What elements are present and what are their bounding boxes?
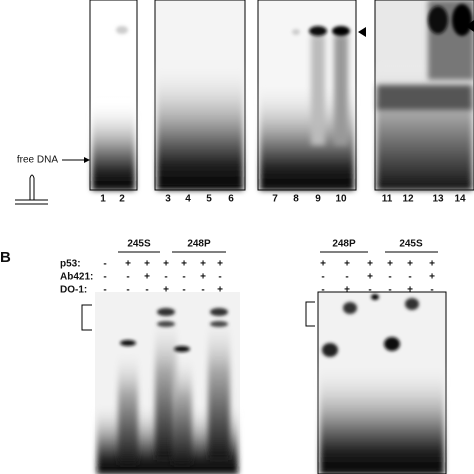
sign: + bbox=[144, 259, 150, 270]
sign: + bbox=[367, 259, 373, 270]
sign: - bbox=[201, 285, 204, 296]
sign: + bbox=[429, 259, 435, 270]
lane-number: 10 bbox=[335, 194, 347, 205]
sign: - bbox=[103, 272, 106, 283]
sign: + bbox=[387, 259, 393, 270]
sign: - bbox=[103, 259, 106, 270]
lane-number: 14 bbox=[454, 194, 466, 205]
sign: + bbox=[320, 259, 326, 270]
lane-number: 5 bbox=[206, 194, 212, 205]
row-label: Ab421: bbox=[60, 272, 93, 283]
sign: - bbox=[321, 272, 324, 283]
sign: - bbox=[430, 285, 433, 296]
sign: - bbox=[388, 285, 391, 296]
lane-number: 1 bbox=[100, 194, 106, 205]
sign: + bbox=[125, 259, 131, 270]
sign: + bbox=[163, 285, 169, 296]
lane-number: 3 bbox=[165, 194, 171, 205]
sign: + bbox=[344, 259, 350, 270]
lane-number: 2 bbox=[119, 194, 125, 205]
sign: - bbox=[218, 272, 221, 283]
panel-label: B bbox=[0, 249, 11, 266]
sign: - bbox=[182, 272, 185, 283]
free-dna-label: free DNA bbox=[17, 155, 58, 166]
sign: - bbox=[103, 285, 106, 296]
lane-number: 8 bbox=[293, 194, 299, 205]
sign: - bbox=[145, 285, 148, 296]
sign: - bbox=[388, 272, 391, 283]
sign: - bbox=[321, 285, 324, 296]
group-label: 245S bbox=[127, 239, 151, 250]
sign: + bbox=[200, 259, 206, 270]
sign: - bbox=[182, 285, 185, 296]
sign: + bbox=[367, 272, 373, 283]
sign: + bbox=[344, 285, 350, 296]
lane-number: 4 bbox=[185, 194, 191, 205]
sign: - bbox=[126, 285, 129, 296]
lane-number: 12 bbox=[402, 194, 414, 205]
lane-number: 6 bbox=[228, 194, 234, 205]
group-label: 248P bbox=[187, 239, 211, 250]
sign: - bbox=[408, 272, 411, 283]
sign: - bbox=[164, 272, 167, 283]
sign: + bbox=[407, 259, 413, 270]
sign: + bbox=[144, 272, 150, 283]
lane-number: 11 bbox=[382, 194, 393, 205]
sign: + bbox=[407, 285, 413, 296]
sign: + bbox=[217, 259, 223, 270]
sign: - bbox=[368, 285, 371, 296]
sign: + bbox=[429, 272, 435, 283]
row-label: p53: bbox=[60, 259, 81, 270]
row-label: DO-1: bbox=[60, 285, 87, 296]
sign: + bbox=[200, 272, 206, 283]
sign: + bbox=[217, 285, 223, 296]
sign: - bbox=[345, 272, 348, 283]
sign: - bbox=[126, 272, 129, 283]
group-label: 245S bbox=[399, 239, 423, 250]
sign: + bbox=[163, 259, 169, 270]
sign: + bbox=[181, 259, 187, 270]
lane-number: 13 bbox=[432, 194, 444, 205]
lane-number: 7 bbox=[272, 194, 278, 205]
gel-images bbox=[15, 0, 474, 474]
group-label: 248P bbox=[332, 239, 356, 250]
lane-number: 9 bbox=[315, 194, 321, 205]
